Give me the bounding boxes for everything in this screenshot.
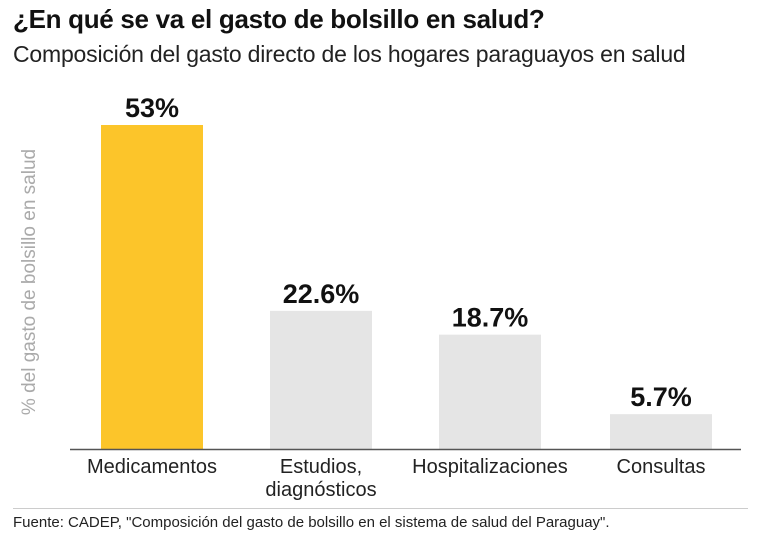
data-label-1: 53% (125, 93, 179, 123)
bar-3 (439, 334, 541, 449)
category-label-line: Consultas (616, 456, 706, 478)
data-label-2: 22.6% (283, 279, 360, 309)
category-label-3: Hospitalizaciones (395, 456, 585, 479)
bar-2 (270, 310, 372, 449)
category-label-line: Hospitalizaciones (412, 456, 568, 478)
bar-1 (101, 125, 203, 449)
bar-4 (610, 414, 712, 449)
category-label-line: Medicamentos (86, 456, 218, 478)
source-divider (13, 508, 748, 509)
category-label-line: Estudios, (279, 456, 363, 478)
category-label-4: Consultas (566, 456, 756, 479)
source-note: Fuente: CADEP, "Composición del gasto de… (13, 514, 610, 531)
category-label-line: diagnósticos (265, 479, 377, 501)
category-label-2: Estudios, diagnósticos (226, 456, 416, 502)
data-label-4: 5.7% (630, 382, 692, 412)
chart-title: ¿En qué se va el gasto de bolsillo en sa… (13, 4, 545, 34)
chart-subtitle: Composición del gasto directo de los hog… (13, 41, 686, 67)
data-label-3: 18.7% (452, 303, 529, 333)
category-label-1: Medicamentos (57, 456, 247, 479)
